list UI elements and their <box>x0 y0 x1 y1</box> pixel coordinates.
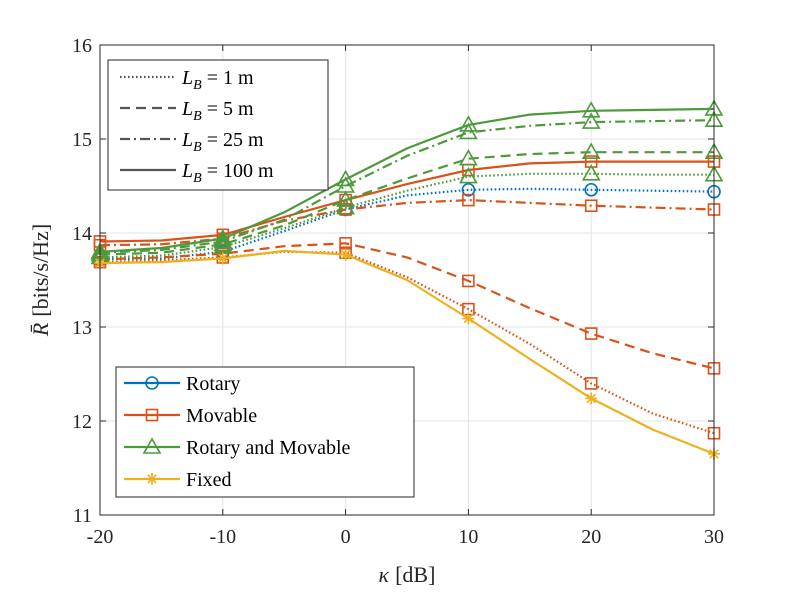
y-tick-label: 14 <box>72 223 92 245</box>
data-point-rotary-and-movable-l-b-5-m-8 <box>581 142 601 159</box>
legend-linestyle-value: = 100 m <box>202 160 274 182</box>
series-line-rotary-and-movable-l-b-25-m <box>99 119 715 254</box>
legend-var-symbol: L <box>181 160 193 182</box>
data-point-rotary-and-movable-l-b-5-m-4 <box>336 190 355 207</box>
data-point-rotary-l-b-1-m-8 <box>584 182 599 197</box>
series-line-movable-l-b-25-m <box>99 199 715 247</box>
legend-method-label: Rotary and Movable <box>186 437 351 459</box>
data-point-rotary-and-movable-l-b-5-m-2 <box>213 234 233 252</box>
legend-linestyle-item-dashed: LB = 5 m <box>120 98 254 124</box>
y-tick-label: 16 <box>72 35 92 57</box>
data-point-rotary-and-movable-l-b-1-m-8 <box>581 164 601 181</box>
legend-var-subscript: B <box>193 109 202 124</box>
legend-marker-movable <box>145 408 159 422</box>
data-point-fixed-2 <box>216 252 229 265</box>
x-tick-label: 0 <box>341 526 351 548</box>
legend-linestyle-label: LB = 1 m <box>181 67 254 93</box>
legend-linestyle-value: = 5 m <box>202 98 254 120</box>
y-tick-label: 15 <box>72 129 92 151</box>
data-point-fixed-4 <box>339 248 352 261</box>
legend-method-item-rotary: Rotary <box>124 373 240 395</box>
data-point-rotary-and-movable-l-b-100-m-6 <box>459 115 478 132</box>
legend-linestyle-box <box>107 59 329 191</box>
legend-linestyle-label: LB = 100 m <box>181 160 274 186</box>
legend-method-item-movable: Movable <box>124 405 257 427</box>
x-tick-label: -20 <box>87 526 114 548</box>
x-tick-label: 10 <box>458 526 478 548</box>
legend-var-subscript: B <box>193 140 202 155</box>
data-point-fixed-6 <box>462 312 475 325</box>
data-point-rotary-and-movable-l-b-25-m-8 <box>581 112 601 129</box>
data-point-movable-l-b-1-m-8 <box>584 377 598 390</box>
series-line-rotary-and-movable-l-b-100-m <box>99 107 715 253</box>
legend-marker-fixed <box>146 473 158 485</box>
legend-linestyle-item-dotted: LB = 1 m <box>120 67 254 93</box>
x-axis-unit: [dB] <box>395 562 435 587</box>
legend-var-symbol: L <box>181 67 193 89</box>
x-tick-label: -10 <box>209 526 236 548</box>
y-tick-label: 12 <box>72 411 92 433</box>
y-axis-symbol: R̄ <box>28 322 53 337</box>
series-line-rotary-l-b-1-m <box>99 187 715 261</box>
data-point-rotary-l-b-1-m-6 <box>461 182 476 197</box>
series-line-movable-l-b-5-m <box>99 242 715 370</box>
legend-method-item-fixed: Fixed <box>124 469 232 491</box>
legend-marker-rotary-and-movable <box>142 437 162 454</box>
data-point-fixed-8-stroke <box>586 393 597 404</box>
data-point-rotary-and-movable-l-b-100-m-2 <box>213 229 233 246</box>
legend-linestyle-label: LB = 25 m <box>181 129 264 155</box>
legend-method-item-rotary-and-movable: Rotary and Movable <box>124 437 351 459</box>
legend-method-box <box>115 366 415 498</box>
data-point-rotary-and-movable-l-b-5-m-6 <box>459 149 478 166</box>
x-axis-label: κ [dB] <box>379 562 436 587</box>
series-line-movable-l-b-1-m <box>99 250 715 435</box>
legend-var-subscript: B <box>193 171 202 186</box>
x-tick-label: 20 <box>581 526 601 548</box>
data-point-fixed-8 <box>585 392 598 405</box>
data-point-fixed-2-stroke <box>217 253 228 264</box>
data-point-movable-l-b-25-m-8 <box>584 199 598 213</box>
y-tick-label: 13 <box>72 317 92 339</box>
series-movable-l-b-100-m <box>93 155 721 248</box>
series-line-rotary-and-movable-l-b-1-m <box>99 172 714 259</box>
data-point-rotary-and-movable-l-b-100-m-8 <box>581 101 601 118</box>
data-point-rotary-and-movable-l-b-25-m-2 <box>213 231 233 249</box>
data-point-rotary-and-movable-l-b-1-m-6 <box>459 166 478 184</box>
legend-var-symbol: L <box>181 98 193 120</box>
axis-ticks: -20 -10 0 10 20 30 11 12 13 14 15 16 <box>72 35 724 548</box>
legend-marker-rotary <box>145 376 159 390</box>
legend-method-label: Movable <box>186 405 257 427</box>
y-axis-label: R̄ [bits/s/Hz] <box>28 224 53 337</box>
series-line-movable-l-b-100-m <box>99 160 714 243</box>
legend-linestyle-value: = 25 m <box>202 129 264 151</box>
legend-linestyle: LB = 1 mLB = 5 mLB = 25 mLB = 100 m <box>107 59 329 191</box>
series-layer <box>90 99 724 460</box>
data-point-rotary-and-movable-l-b-100-m-4 <box>336 169 355 187</box>
legend-method-label: Rotary <box>186 373 240 395</box>
legend-method: Rotary Movable Rotary and Movable Fixed <box>115 366 415 498</box>
data-point-fixed-4-stroke <box>340 249 351 260</box>
series-fixed <box>94 248 720 460</box>
data-point-movable-l-b-25-m-6 <box>462 193 475 207</box>
legend-method-label: Fixed <box>186 469 232 491</box>
y-axis-unit: [bits/s/Hz] <box>28 224 53 317</box>
data-point-movable-l-b-5-m-6 <box>462 274 475 288</box>
legend-linestyle-value: = 1 m <box>202 67 254 89</box>
legend-var-subscript: B <box>193 78 202 93</box>
series-line-rotary-and-movable-l-b-5-m <box>99 151 714 256</box>
y-tick-label: 11 <box>73 505 92 527</box>
x-tick-label: 30 <box>704 526 724 548</box>
data-point-movable-l-b-5-m-8 <box>584 327 598 340</box>
legend-marker-fixed-stroke <box>147 474 157 484</box>
x-axis-symbol: κ <box>379 562 390 587</box>
plot-frame <box>99 44 715 516</box>
series-line-fixed <box>99 249 715 455</box>
data-point-fixed-6-stroke <box>463 313 474 324</box>
legend-var-symbol: L <box>181 129 193 151</box>
legend-linestyle-item-solid: LB = 100 m <box>120 160 274 186</box>
legend-linestyle-item-dashdot: LB = 25 m <box>120 129 264 155</box>
legend-linestyle-label: LB = 5 m <box>181 98 254 124</box>
